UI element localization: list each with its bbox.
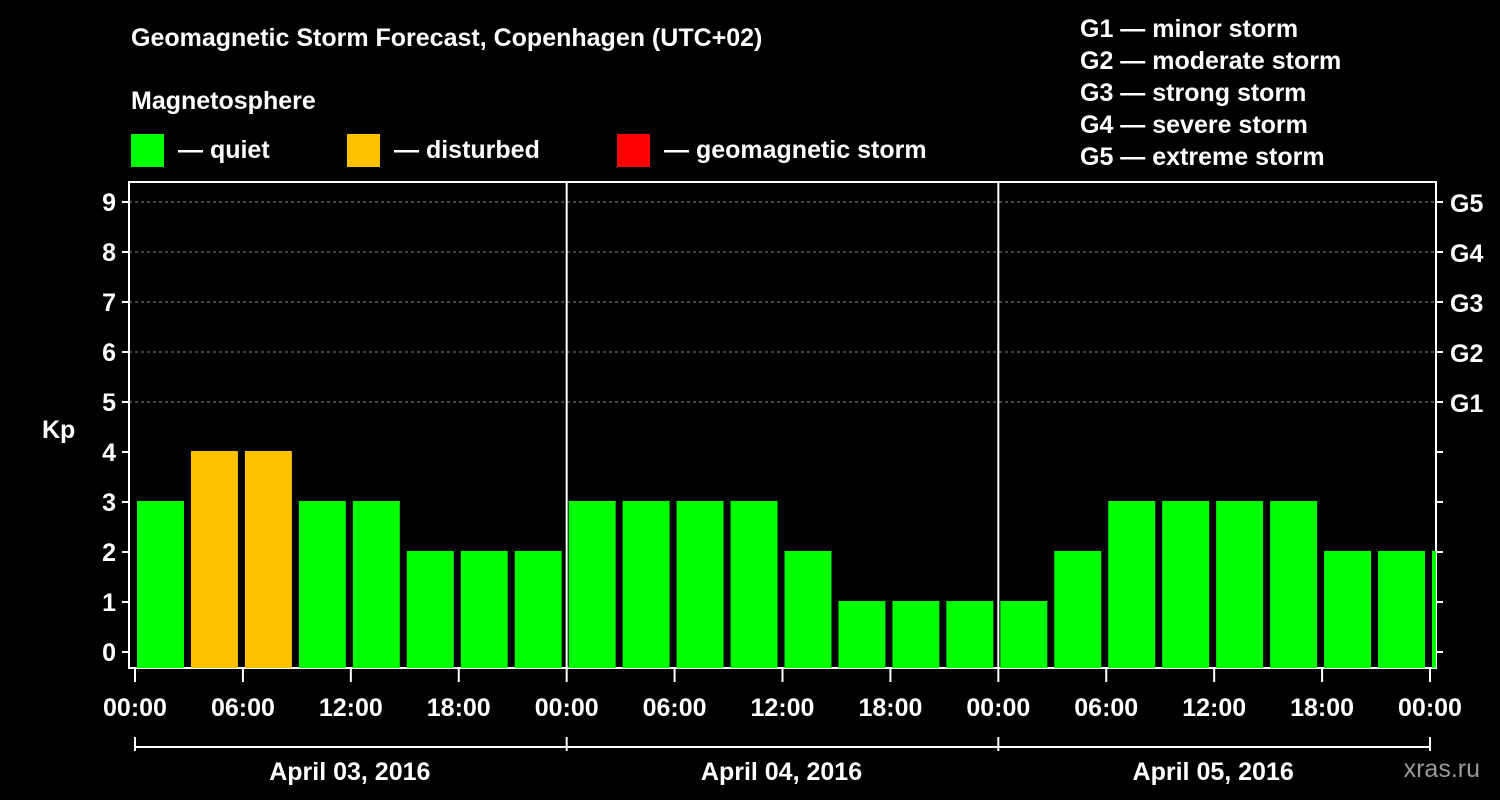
legend-quiet-label: — quiet [178, 135, 270, 164]
legend-disturbed: — disturbed [347, 133, 540, 167]
x-tick-label-6: 12:00 [751, 694, 815, 722]
right-axis-label-g1: G1 [1450, 390, 1483, 418]
day-label-2: April 05, 2016 [1133, 758, 1294, 786]
y-tick-label-4: 4 [102, 439, 116, 467]
kp-bar-2 [244, 451, 292, 668]
storm-level-g5: G5 — extreme storm [1080, 143, 1325, 171]
y-tick-label-9: 9 [102, 189, 116, 217]
y-tick-label-8: 8 [102, 239, 116, 267]
kp-bar-15 [946, 601, 994, 668]
x-tick-label-5: 06:00 [643, 694, 707, 722]
right-axis-label-g4: G4 [1450, 240, 1483, 268]
kp-bar-24 [1432, 551, 1436, 668]
kp-bar-7 [514, 551, 562, 668]
kp-bar-12 [784, 551, 832, 668]
kp-bar-14 [892, 601, 940, 668]
x-tick-label-1: 06:00 [211, 694, 275, 722]
y-tick-label-5: 5 [102, 389, 116, 417]
x-tick-label-3: 18:00 [427, 694, 491, 722]
kp-bar-20 [1216, 501, 1264, 668]
x-tick-label-9: 06:00 [1074, 694, 1138, 722]
right-axis-label-g2: G2 [1450, 340, 1483, 368]
legend-disturbed-swatch [347, 133, 380, 167]
kp-bar-22 [1324, 551, 1372, 668]
storm-level-g2: G2 — moderate storm [1080, 47, 1342, 75]
y-tick-label-1: 1 [102, 589, 116, 617]
y-tick-label-7: 7 [102, 289, 116, 317]
kp-bar-1 [190, 451, 238, 668]
kp-bar-10 [676, 501, 724, 668]
kp-bar-8 [568, 501, 616, 668]
kp-bar-17 [1054, 551, 1102, 668]
right-axis-label-g5: G5 [1450, 190, 1483, 218]
kp-bar-18 [1108, 501, 1156, 668]
y-tick-label-0: 0 [102, 639, 116, 667]
y-tick-label-6: 6 [102, 339, 116, 367]
day-label-0: April 03, 2016 [269, 758, 430, 786]
x-tick-label-11: 18:00 [1290, 694, 1354, 722]
x-tick-label-8: 00:00 [966, 694, 1030, 722]
kp-bar-6 [460, 551, 508, 668]
x-tick-label-10: 12:00 [1182, 694, 1246, 722]
x-tick-label-4: 00:00 [535, 694, 599, 722]
kp-bar-4 [352, 501, 400, 668]
day-label-1: April 04, 2016 [701, 758, 862, 786]
x-tick-label-12: 00:00 [1398, 694, 1462, 722]
kp-bar-23 [1378, 551, 1425, 668]
legend-storm-label: — geomagnetic storm [664, 135, 927, 164]
legend-quiet-swatch [131, 133, 164, 167]
y-axis-label: Kp [42, 416, 75, 444]
legend-quiet: — quiet [131, 133, 270, 167]
legend-storm-swatch [617, 133, 650, 167]
chart-title: Geomagnetic Storm Forecast, Copenhagen (… [131, 24, 763, 52]
kp-bar-13 [838, 601, 886, 668]
right-axis-label-g3: G3 [1450, 290, 1483, 318]
y-tick-label-2: 2 [102, 539, 116, 567]
legend-disturbed-label: — disturbed [394, 135, 540, 164]
chart-subtitle: Magnetosphere [131, 87, 316, 115]
kp-bar-9 [622, 501, 670, 668]
x-tick-label-7: 18:00 [858, 694, 922, 722]
kp-bar-21 [1270, 501, 1318, 668]
storm-level-g1: G1 — minor storm [1080, 15, 1299, 43]
legend-storm: — geomagnetic storm [617, 133, 927, 167]
kp-bar-11 [730, 501, 778, 668]
kp-bar-16 [1000, 601, 1048, 668]
kp-bar-3 [298, 501, 346, 668]
storm-level-g3: G3 — strong storm [1080, 79, 1307, 107]
kp-bar-5 [406, 551, 454, 668]
kp-bar-0 [137, 501, 184, 668]
storm-level-g4: G4 — severe storm [1080, 111, 1308, 139]
kp-bar-19 [1162, 501, 1210, 668]
x-tick-label-0: 00:00 [103, 694, 167, 722]
x-tick-label-2: 12:00 [319, 694, 383, 722]
y-tick-label-3: 3 [102, 489, 116, 517]
watermark: xras.ru [1403, 755, 1480, 783]
